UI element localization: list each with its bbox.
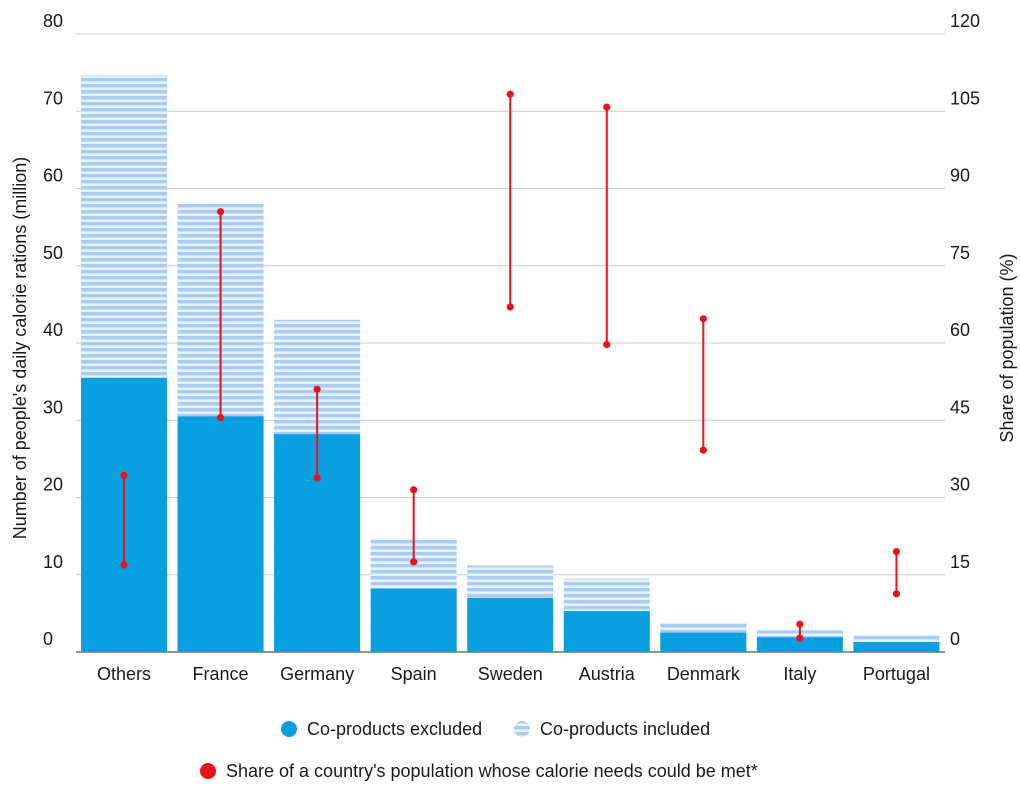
legend-swatch-included [514,721,530,737]
legend-swatch-population-share [200,763,216,779]
left-tick-label: 30 [43,397,63,417]
population-share-low-point [699,446,707,454]
population-share-low-point [216,414,225,422]
bar-co-products-excluded [660,632,747,652]
right-axis-title: Share of population (%) [997,253,1017,442]
right-tick-label: 0 [950,629,960,649]
category-label: Denmark [667,664,741,684]
right-tick-label: 75 [950,243,970,263]
population-share-low-point [603,340,611,349]
left-tick-label: 60 [43,166,63,186]
category-label: Sweden [478,664,543,684]
category-label: France [193,664,249,684]
axes: Number of people's daily calorie rations… [10,11,1017,684]
population-share-high-point [699,315,707,323]
right-tick-label: 45 [950,397,970,417]
left-tick-label: 70 [43,88,63,108]
left-tick-label: 10 [43,552,63,572]
bar-co-products-excluded [467,597,554,652]
left-tick-label: 20 [43,475,63,495]
population-share-high-point [892,547,901,556]
population-share-low-point [120,561,128,569]
population-share-high-point [410,486,418,494]
left-tick-label: 50 [43,243,63,263]
population-share-low-point [410,558,418,566]
population-share-high-point [506,90,514,98]
right-tick-label: 15 [950,552,970,572]
population-share-low-point [892,590,901,598]
left-tick-label: 80 [43,11,63,31]
right-tick-label: 105 [950,88,980,108]
population-share-high-point [796,620,804,628]
left-tick-label: 40 [43,320,63,340]
population-share-high-point [216,208,225,216]
bar-co-products-excluded [370,588,457,652]
bar-co-products-excluded [756,637,843,652]
population-share-high-point [120,471,128,479]
legend-label-population-share: Share of a country's population whose ca… [226,761,758,781]
category-label: Portugal [863,664,930,684]
right-tick-label: 30 [950,475,970,495]
right-tick-label: 120 [950,11,980,31]
population-share-high-point [603,103,611,111]
category-label: Germany [280,664,354,684]
category-label: Italy [783,664,816,684]
legend: Co-products excluded Co-products include… [200,719,758,781]
left-axis-title: Number of people's daily calorie rations… [10,157,30,540]
legend-label-included: Co-products included [540,719,710,739]
legend-swatch-excluded [281,721,297,737]
population-share-low-point [796,634,804,642]
left-tick-label: 0 [43,629,53,649]
legend-label-excluded: Co-products excluded [307,719,482,739]
category-label: Austria [579,664,636,684]
bar-co-products-excluded [177,416,264,652]
right-tick-label: 90 [950,166,970,186]
bar-co-products-excluded [563,611,650,652]
population-share-ranges [120,90,901,642]
category-label: Others [97,664,151,684]
category-label: Spain [391,664,437,684]
right-tick-label: 60 [950,320,970,340]
bar-co-products-excluded [853,641,940,652]
population-share-low-point [313,474,321,482]
population-share-low-point [506,303,514,311]
population-share-high-point [313,385,321,393]
